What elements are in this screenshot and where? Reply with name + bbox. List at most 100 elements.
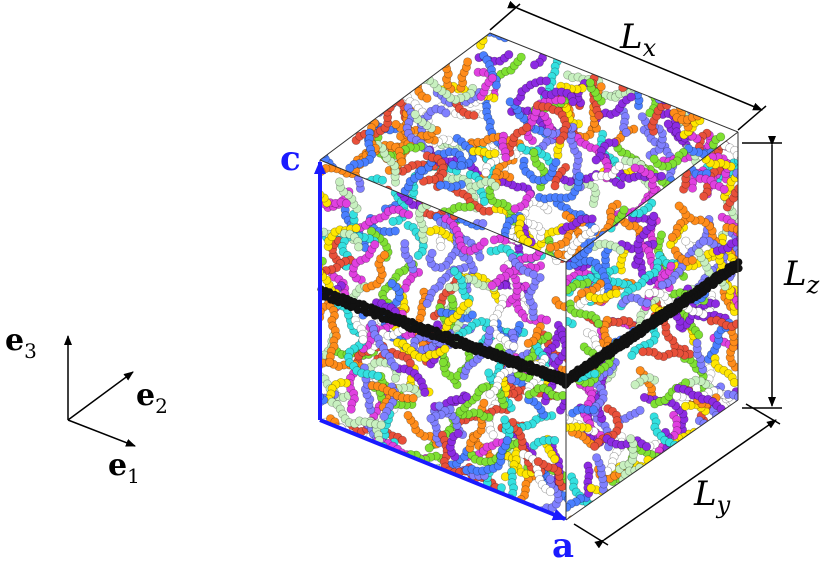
bead xyxy=(435,180,445,190)
bead xyxy=(390,11,398,19)
bead xyxy=(638,347,648,357)
bead xyxy=(648,12,656,20)
bead xyxy=(394,15,402,23)
bead xyxy=(501,153,511,163)
bead xyxy=(469,110,479,120)
bead xyxy=(653,15,661,23)
bead xyxy=(530,3,538,11)
bead xyxy=(510,204,520,214)
bead xyxy=(355,529,363,537)
bead xyxy=(614,161,624,171)
bead xyxy=(429,12,437,20)
bead xyxy=(667,232,677,242)
bead xyxy=(675,18,683,26)
bead xyxy=(529,148,539,158)
bead xyxy=(592,453,602,463)
bead xyxy=(750,424,758,432)
bead xyxy=(377,175,387,185)
bead xyxy=(387,7,395,15)
bead xyxy=(653,15,661,23)
bead xyxy=(694,17,702,25)
bead xyxy=(687,255,697,265)
bead xyxy=(587,214,597,224)
bead xyxy=(487,73,497,83)
bead xyxy=(491,80,501,90)
bead xyxy=(403,410,413,420)
bead xyxy=(615,245,625,255)
bead xyxy=(643,15,651,23)
bead xyxy=(424,443,434,453)
bead xyxy=(468,7,476,15)
bead xyxy=(591,155,601,165)
bead xyxy=(358,2,366,10)
bead xyxy=(681,236,691,246)
bead xyxy=(763,527,771,535)
bead xyxy=(630,163,640,173)
bead xyxy=(642,298,652,308)
bead xyxy=(418,176,428,186)
bead xyxy=(590,441,600,451)
bead xyxy=(481,16,489,24)
bead xyxy=(441,108,451,118)
bead xyxy=(291,23,299,31)
bead xyxy=(429,6,437,14)
bead xyxy=(368,9,376,17)
bead xyxy=(586,483,596,493)
bead xyxy=(297,261,305,269)
bead xyxy=(556,95,566,105)
bead xyxy=(639,392,649,402)
bead xyxy=(350,15,358,23)
bead xyxy=(553,249,563,259)
bead xyxy=(647,6,655,14)
bead xyxy=(467,1,475,9)
bead xyxy=(593,319,603,329)
bead xyxy=(488,430,498,440)
bead xyxy=(768,525,776,533)
bead xyxy=(699,191,709,201)
bead xyxy=(644,289,654,299)
bead xyxy=(611,288,621,298)
bead xyxy=(404,210,414,220)
bead xyxy=(391,119,401,129)
bead xyxy=(760,228,768,236)
bead xyxy=(568,97,578,107)
bead xyxy=(668,14,676,22)
bead xyxy=(542,127,552,137)
bead xyxy=(751,237,759,245)
bead xyxy=(385,2,393,10)
bead xyxy=(291,34,299,42)
bead xyxy=(657,280,667,290)
bead xyxy=(694,330,704,340)
bead xyxy=(751,314,759,322)
e1-axis-arrow xyxy=(67,419,136,447)
bead xyxy=(729,378,738,388)
bead xyxy=(529,60,539,70)
coordinate-frame: e3 e2 e1 xyxy=(5,323,168,488)
e2-label: e2 xyxy=(136,378,168,418)
bead xyxy=(635,366,645,376)
bead xyxy=(649,154,659,164)
bead xyxy=(422,93,432,103)
bead xyxy=(293,39,301,47)
bead xyxy=(486,14,494,22)
bead xyxy=(778,529,786,537)
bead xyxy=(541,76,551,86)
bead xyxy=(754,179,762,187)
bead xyxy=(711,299,721,309)
bead xyxy=(550,181,560,191)
bead xyxy=(756,316,764,324)
bead xyxy=(470,14,478,22)
bead xyxy=(551,157,561,167)
bead xyxy=(616,180,626,190)
bead xyxy=(663,15,671,23)
bead xyxy=(465,202,475,212)
bead xyxy=(653,11,661,19)
bead xyxy=(583,12,591,20)
bead xyxy=(303,261,311,269)
bead xyxy=(481,168,491,178)
bead xyxy=(545,243,555,253)
bead xyxy=(292,29,300,37)
bead xyxy=(750,518,758,526)
bead xyxy=(585,78,595,88)
bead xyxy=(644,2,652,10)
